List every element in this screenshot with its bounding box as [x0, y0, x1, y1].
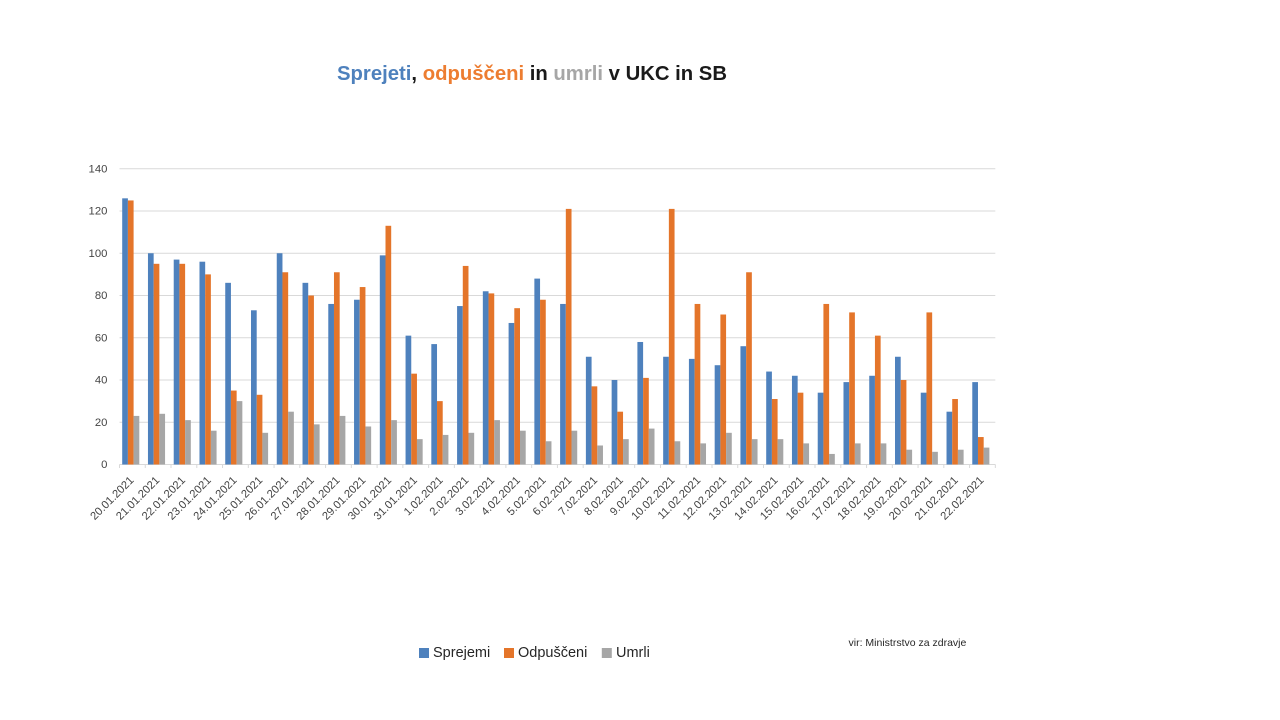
svg-text:40: 40 [95, 375, 108, 387]
svg-text:140: 140 [89, 163, 108, 175]
svg-text:vir: Ministrstvo za zdravje: vir: Ministrstvo za zdravje [849, 637, 967, 649]
svg-text:60: 60 [95, 332, 108, 344]
svg-text:120: 120 [89, 206, 108, 218]
svg-text:Umrli: Umrli [616, 645, 650, 661]
svg-text:Sprejemi: Sprejemi [433, 645, 490, 661]
svg-text:0: 0 [101, 459, 107, 471]
svg-text:20: 20 [95, 417, 108, 429]
svg-text:80: 80 [95, 290, 108, 302]
svg-text:100: 100 [89, 248, 108, 260]
svg-text:Sprejeti, odpuščeni in umrli v: Sprejeti, odpuščeni in umrli v UKC in SB [337, 63, 727, 85]
svg-text:Odpuščeni: Odpuščeni [518, 645, 587, 661]
